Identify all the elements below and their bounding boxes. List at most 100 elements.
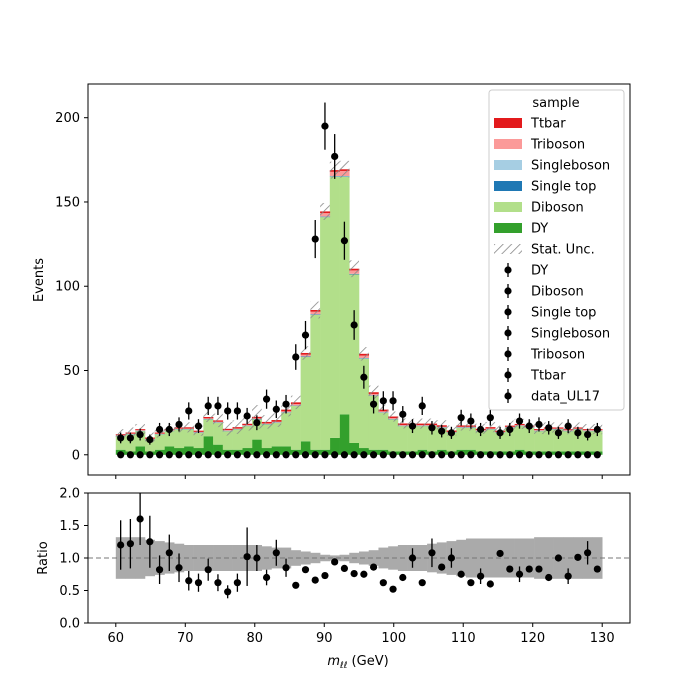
zero-marker — [175, 451, 183, 459]
ratio-point — [340, 564, 349, 573]
ratio-point — [331, 558, 339, 566]
zero-marker — [321, 451, 329, 459]
zero-marker — [253, 451, 261, 459]
stat-unc-hatch — [232, 420, 243, 434]
bar-dy — [203, 436, 214, 455]
zero-marker — [389, 451, 397, 459]
ratio-band-bin — [320, 554, 331, 562]
bar-diboson — [397, 426, 408, 452]
ratio-point — [535, 565, 543, 573]
data-point — [340, 237, 349, 245]
data-point — [292, 353, 300, 361]
legend-label: DY — [531, 264, 548, 279]
ratio-band-bin — [504, 538, 515, 578]
bar-diboson — [242, 426, 253, 449]
bar-diboson — [456, 427, 467, 450]
data-point — [389, 397, 397, 405]
bar-diboson — [573, 429, 584, 452]
bar-diboson — [164, 431, 175, 447]
zero-marker — [311, 451, 319, 459]
main-y-tick-label: 200 — [55, 111, 80, 126]
stat-unc-hatch — [339, 160, 350, 178]
bar-dy — [349, 442, 360, 455]
data-point — [545, 424, 553, 432]
bar-dy — [164, 446, 175, 455]
legend-label: Stat. Unc. — [531, 243, 595, 258]
ratio-point — [418, 579, 426, 587]
data-point — [477, 425, 485, 434]
zero-marker — [331, 451, 339, 459]
zero-marker — [584, 451, 592, 459]
ratio-band-bin — [281, 547, 292, 569]
bar-diboson — [281, 412, 292, 447]
zero-marker — [262, 451, 271, 459]
data-point — [136, 430, 144, 439]
data-point — [350, 321, 358, 329]
data-point — [360, 373, 368, 381]
zero-marker — [165, 451, 173, 459]
data-point — [535, 420, 543, 429]
data-point — [564, 422, 572, 430]
ratio-y-axis-label: Ratio — [36, 541, 51, 574]
bar-dy — [271, 446, 282, 455]
legend-items: Ttbar Triboson Singleboson Single top Diboso… — [494, 117, 610, 405]
bar-dy — [213, 444, 224, 455]
x-tick-label: 120 — [520, 631, 545, 646]
data-point — [379, 397, 387, 405]
data-point — [224, 407, 232, 415]
ratio-band-bin — [378, 547, 389, 569]
ratio-point — [233, 579, 241, 587]
zero-marker — [593, 451, 601, 459]
main-y-tick-label: 0 — [72, 448, 80, 463]
main-plot-panel: 0 50 100 150 200 Events — [32, 83, 631, 476]
ratio-point — [506, 565, 514, 573]
data-point — [204, 402, 212, 410]
legend: sample Ttbar Triboson Singleboson Single to… — [488, 89, 625, 411]
legend-swatch — [494, 181, 522, 191]
zero-marker — [379, 451, 387, 459]
ratio-y-ticks: 0.0 0.5 1.0 1.5 2.0 — [59, 487, 88, 632]
x-axis-ticks: 60 70 80 90 100 110 120 130 — [108, 475, 615, 646]
data-points — [117, 102, 601, 445]
data-point — [126, 434, 134, 442]
zero-marker — [447, 451, 456, 459]
bar-diboson — [378, 412, 389, 450]
ratio-point — [321, 571, 329, 580]
ratio-point — [554, 554, 563, 562]
stat-unc-hatch — [300, 346, 311, 360]
ratio-point — [146, 538, 154, 546]
ratio-point — [214, 579, 222, 587]
legend-hatch-swatch — [494, 244, 522, 254]
data-point — [194, 422, 203, 430]
legend-label: Triboson — [530, 138, 585, 153]
x-tick-label: 80 — [246, 631, 263, 646]
legend-swatch — [494, 160, 522, 170]
ratio-point — [136, 515, 144, 523]
legend-title: sample — [532, 96, 579, 111]
data-point — [369, 400, 378, 408]
stat-unc-hatch — [271, 413, 282, 427]
ratio-band-bin — [329, 555, 340, 561]
bar-diboson — [174, 429, 185, 449]
zero-marker — [457, 451, 465, 459]
data-point — [233, 407, 241, 415]
bar-diboson — [553, 429, 564, 452]
stat-unc-hatch — [368, 385, 379, 399]
zero-marker — [360, 451, 368, 459]
ratio-band-bin — [514, 538, 525, 578]
bar-diboson — [446, 432, 457, 452]
legend-label: Diboson — [531, 285, 584, 300]
bar-diboson — [485, 429, 496, 452]
legend-label: Singleboson — [531, 327, 610, 342]
bar-diboson — [495, 432, 506, 452]
data-point — [408, 422, 417, 430]
data-point — [165, 425, 173, 434]
main-y-tick-label: 100 — [55, 280, 80, 295]
zero-marker — [224, 451, 232, 459]
data-point — [525, 422, 533, 430]
stat-unc-hatch — [359, 347, 369, 361]
bar-diboson — [144, 439, 156, 452]
ratio-band-bin — [417, 545, 428, 571]
ratio-point — [467, 579, 475, 587]
